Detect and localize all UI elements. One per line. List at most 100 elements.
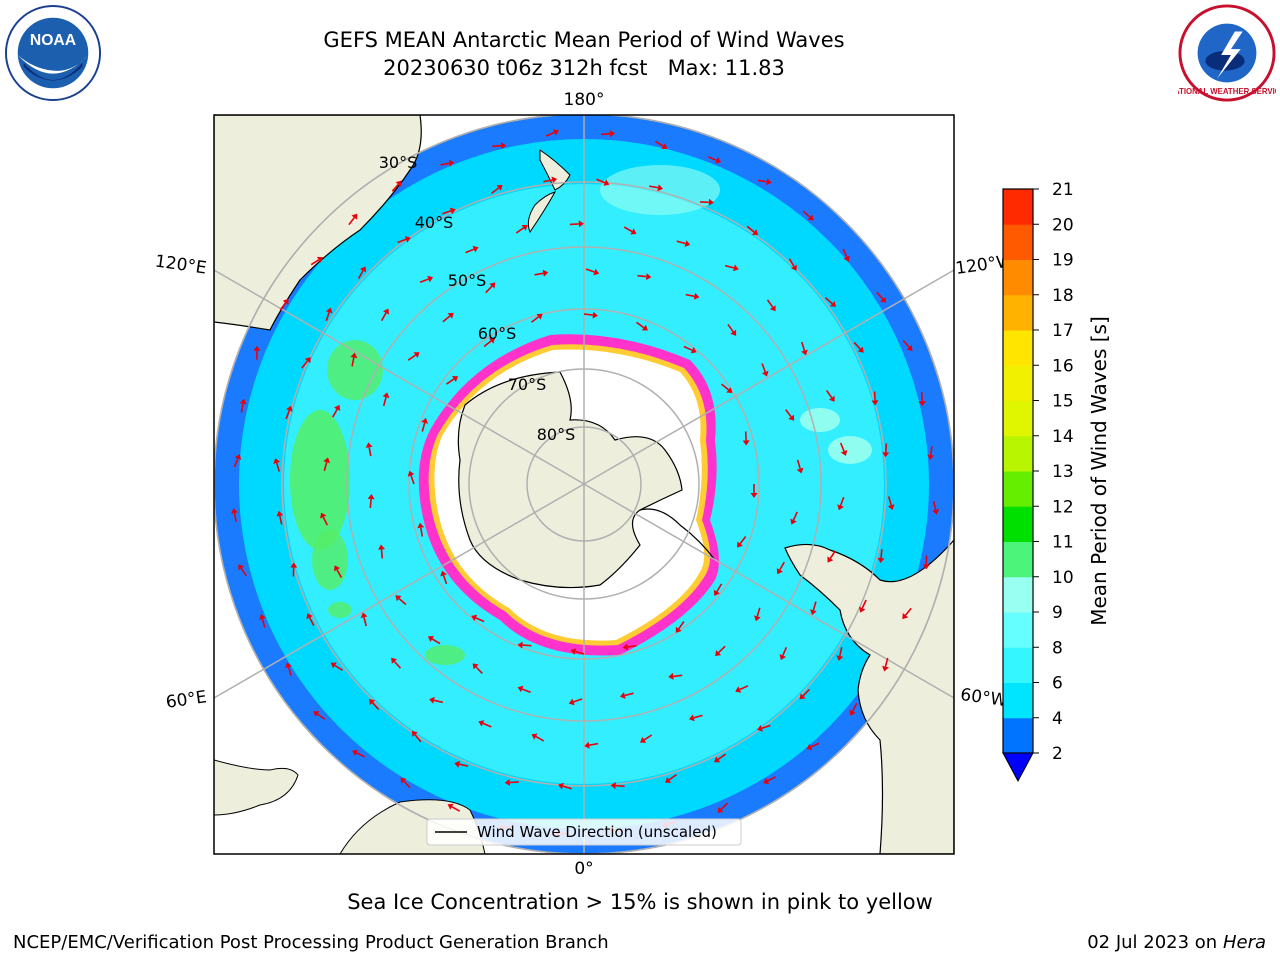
wind-wave-arrow-head (350, 352, 358, 359)
colorbar-swatch (1003, 365, 1033, 401)
wind-wave-arrow-shaft (861, 599, 867, 609)
wind-wave-arrow-head (378, 544, 385, 550)
wind-wave-arrow-shaft (316, 713, 326, 720)
wind-wave-arrow-shaft (363, 617, 367, 627)
colorbar-under-arrow (1002, 752, 1034, 783)
wind-wave-arrow-head (641, 324, 648, 331)
wind-wave-arrow-shaft (720, 383, 730, 391)
wind-wave-arrow-shaft (887, 496, 892, 506)
wind-wave-arrow-shaft (767, 776, 777, 782)
wind-wave-arrow-shaft (285, 410, 291, 420)
lon-label-120e: 120°E (154, 252, 208, 279)
wind-wave-arrow-head (478, 720, 485, 727)
wind-wave-arrow-shaft (585, 268, 595, 273)
wind-wave-arrow-shaft (624, 692, 634, 697)
wind-wave-arrow-head (880, 296, 887, 303)
wind-wave-arrow-head (352, 749, 359, 756)
wind-wave-arrow-shaft (810, 742, 820, 748)
colorbar-tick-label: 9 (1052, 603, 1063, 623)
wind-wave-arrow-head (603, 179, 610, 186)
wind-wave-arrow-shaft (509, 781, 519, 784)
wind-wave-arrow-head (282, 298, 289, 305)
wind-wave-arrow-head (449, 207, 456, 215)
wind-wave-arrow-shaft (718, 645, 726, 654)
wind-wave-arrow-shaft (393, 660, 402, 669)
colorbar-label: Mean Period of Wind Waves [s] (1087, 316, 1111, 626)
wind-wave-arrow-shaft (716, 583, 723, 593)
wind-wave-arrow-head (325, 307, 333, 314)
wind-wave-arrow-head (754, 615, 761, 622)
wind-wave-arrow-shaft (627, 644, 637, 648)
nws-logo-text: NATIONAL WEATHER SERVICE (1178, 87, 1276, 96)
colorbar-tick-label: 16 (1052, 356, 1074, 376)
wind-wave-arrow-head (593, 268, 600, 276)
wind-wave-arrow-shaft (356, 752, 366, 758)
wind-wave-arrow-head (827, 556, 834, 563)
wind-wave-arrow-head (320, 512, 327, 519)
wind-wave-arrow-head (610, 782, 616, 790)
wind-wave-arrow-shaft (636, 321, 645, 329)
colorbar-tick-label: 10 (1052, 568, 1074, 588)
colorbar-swatch (1003, 541, 1033, 578)
wind-wave-arrow-shaft (322, 516, 329, 526)
wind-wave-arrow-shaft (739, 685, 749, 691)
wind-wave-arrow-head (877, 557, 885, 564)
wind-wave-arrow-head (737, 541, 743, 548)
map-area (214, 115, 954, 854)
wind-wave-arrow-head (807, 214, 814, 221)
wind-wave-arrow-head (360, 612, 368, 619)
wind-wave-arrow-shaft (839, 496, 845, 506)
colorbar-swatch (1003, 224, 1033, 260)
wind-wave-arrow-head (752, 229, 759, 236)
wind-wave-arrow-head (708, 198, 714, 206)
wind-wave-arrow-head (806, 743, 813, 751)
wind-wave-arrow-shaft (884, 657, 889, 667)
wind-wave-arrow-head (840, 450, 848, 456)
wind-wave-arrow-head (542, 269, 549, 277)
wind-wave-arrow-shaft (851, 702, 858, 712)
wind-wave-arrow-shaft (287, 666, 292, 676)
wind-wave-arrow-shaft (459, 763, 469, 767)
wind-wave-arrow-head (413, 352, 420, 358)
lat-label-60s: 60°S (478, 324, 517, 343)
wind-wave-arrow-shaft (824, 297, 833, 305)
wind-wave-arrow-shaft (419, 278, 429, 283)
wind-wave-arrow-head (313, 711, 320, 717)
period-patches (290, 165, 872, 665)
wind-wave-arrow-shaft (492, 144, 502, 148)
wind-wave-arrow-shaft (233, 512, 237, 522)
wind-wave-arrow-shaft (788, 258, 795, 267)
wind-wave-arrow-head (630, 228, 637, 235)
wind-wave-arrow-head (790, 518, 797, 525)
wind-wave-arrow-shaft (261, 618, 266, 628)
lon-label-60w: 60°W (959, 685, 1008, 711)
wind-wave-arrow-shaft (569, 223, 579, 226)
chart-subtitle: 20230630 t06z 312h fcst Max: 11.83 (383, 56, 785, 80)
colorbar-tick-label: 19 (1052, 251, 1074, 271)
wind-wave-arrow-head (417, 522, 425, 529)
wind-wave-arrow-head (536, 313, 543, 320)
wind-wave-arrow-head (829, 301, 836, 307)
colorbar-tick-label: 8 (1052, 638, 1063, 658)
wind-wave-arrow-shaft (717, 753, 727, 760)
wind-wave-arrow-head (882, 665, 889, 672)
wind-wave-arrows (231, 129, 940, 838)
wind-wave-arrow-shaft (368, 447, 372, 457)
wind-wave-arrow-shaft (310, 259, 320, 266)
colorbar-tick-label: 4 (1052, 709, 1063, 729)
colorbar-tick-label: 17 (1052, 321, 1074, 341)
wind-wave-arrow-head (427, 275, 434, 283)
wind-wave-arrow-head (407, 470, 415, 477)
colorbar-tick-label: 12 (1052, 497, 1074, 517)
lat-label-40s: 40°S (415, 213, 454, 232)
wind-wave-arrow-head (715, 650, 722, 657)
meridians (214, 115, 954, 854)
wind-wave-arrow-head (733, 264, 739, 272)
wind-wave-arrow-shaft (369, 498, 372, 509)
wind-wave-arrow-shaft (683, 345, 693, 351)
wind-wave-arrow-head (238, 564, 245, 571)
colorbar-swatch (1003, 330, 1033, 366)
wind-wave-arrow-shaft (583, 313, 593, 316)
wind-wave-arrow-head (316, 256, 323, 263)
wind-wave-arrow-head (609, 130, 615, 138)
